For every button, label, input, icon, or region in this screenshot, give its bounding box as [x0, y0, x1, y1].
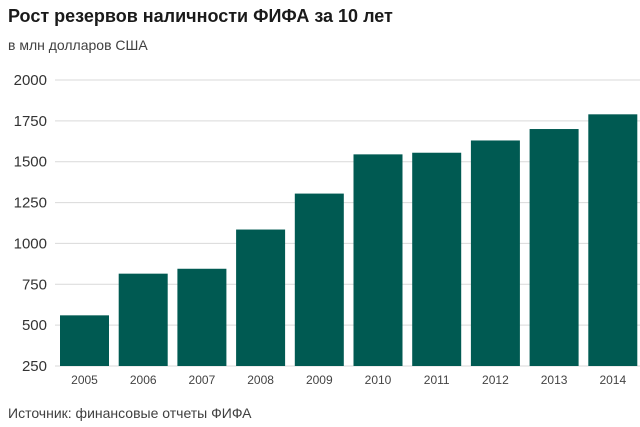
y-tick-label: 250 — [22, 358, 47, 375]
x-tick-label: 2009 — [306, 373, 333, 387]
x-tick-label: 2011 — [424, 373, 450, 387]
chart-subtitle: в млн долларов США — [8, 37, 148, 53]
bar-2007 — [177, 268, 227, 366]
x-tick-label: 2006 — [130, 373, 157, 387]
bar-2008 — [236, 229, 286, 366]
bar-2005 — [60, 315, 109, 366]
y-tick-label: 2000 — [14, 72, 47, 89]
x-tick-label: 2012 — [482, 373, 509, 387]
y-tick-label: 1750 — [14, 113, 47, 130]
y-tick-label: 1250 — [14, 195, 47, 212]
x-tick-label: 2007 — [189, 373, 216, 387]
y-axis-ticks: 250 500 750 1000 1250 1500 1750 2000 — [14, 72, 47, 375]
y-tick-label: 1000 — [14, 235, 47, 252]
x-tick-label: 2013 — [541, 373, 568, 387]
x-tick-label: 2008 — [247, 373, 274, 387]
x-axis-ticks: 2005 2006 2007 2008 2009 2010 2011 2012 2013 2014 — [71, 373, 626, 387]
chart-title: Рост резервов наличности ФИФА за 10 лет — [8, 6, 393, 26]
x-tick-label: 2005 — [71, 373, 98, 387]
source-note: Источник: финансовые отчеты ФИФА — [8, 405, 252, 421]
y-tick-label: 1500 — [14, 154, 47, 171]
bar-2006 — [118, 273, 168, 366]
y-tick-label: 750 — [22, 276, 47, 293]
bar-2013 — [529, 129, 579, 366]
bar-2009 — [294, 193, 344, 366]
bars — [60, 114, 638, 366]
y-tick-label: 500 — [22, 317, 47, 334]
x-tick-label: 2014 — [599, 373, 626, 387]
bar-2010 — [353, 154, 403, 366]
bar-2012 — [470, 140, 520, 366]
bar-2011 — [412, 152, 462, 366]
x-tick-label: 2010 — [365, 373, 392, 387]
bar-2014 — [588, 114, 638, 366]
